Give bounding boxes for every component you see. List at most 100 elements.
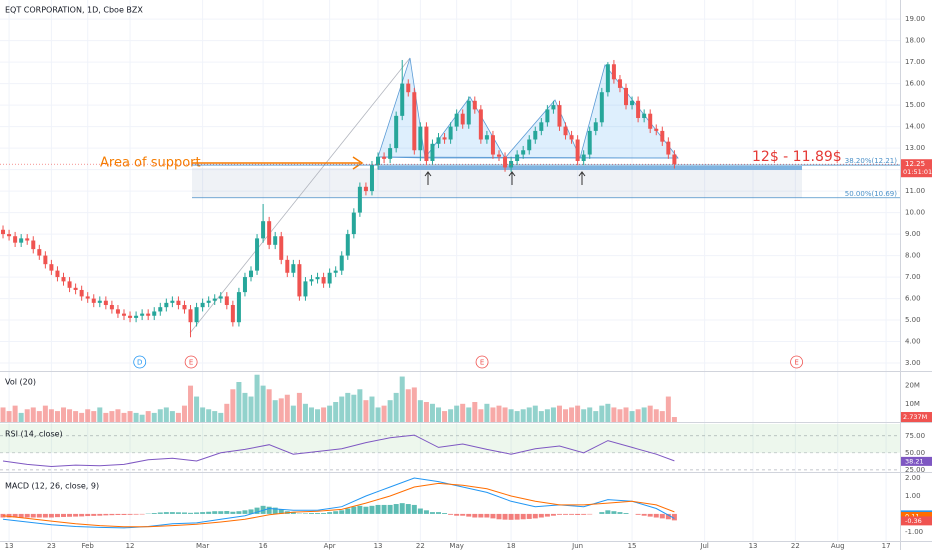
histogram-bar bbox=[484, 513, 490, 518]
volume-bar bbox=[460, 403, 466, 422]
x-tick-label: Jul bbox=[699, 542, 709, 550]
event-label: E bbox=[794, 359, 798, 367]
candle-body bbox=[478, 109, 483, 140]
candle-body bbox=[206, 300, 211, 303]
candle-body bbox=[297, 264, 302, 297]
histogram-bar bbox=[61, 513, 67, 517]
candle-body bbox=[85, 296, 90, 299]
volume-bar bbox=[302, 403, 308, 422]
candle-body bbox=[67, 281, 72, 288]
histogram-bar bbox=[556, 513, 562, 515]
event-label: E bbox=[480, 359, 484, 367]
histogram-bar bbox=[442, 513, 448, 514]
volume-bar bbox=[254, 374, 260, 422]
candle-body bbox=[43, 255, 48, 265]
candle-body bbox=[19, 238, 24, 243]
candle-body bbox=[115, 309, 120, 314]
histogram-bar bbox=[454, 513, 460, 516]
histogram-bar bbox=[611, 511, 617, 514]
volume-bar bbox=[345, 392, 351, 422]
pane-title: RSI (14, close) bbox=[5, 430, 63, 439]
candle-body bbox=[55, 270, 60, 278]
histogram-bar bbox=[302, 513, 308, 514]
histogram-bar bbox=[357, 505, 363, 514]
value-box bbox=[901, 516, 932, 526]
histogram-bar bbox=[230, 511, 236, 514]
candle-body bbox=[103, 300, 108, 306]
arrow-head bbox=[352, 156, 364, 170]
histogram-bar bbox=[351, 506, 357, 514]
candle-body bbox=[587, 130, 592, 155]
volume-bar bbox=[260, 385, 266, 422]
event-marker bbox=[790, 355, 803, 369]
candle-body bbox=[515, 154, 520, 161]
volume-bar bbox=[278, 398, 284, 422]
candle-body bbox=[134, 315, 139, 318]
value-label: 2.737M bbox=[903, 413, 927, 421]
candle-body bbox=[25, 238, 30, 241]
candle-body bbox=[460, 113, 465, 125]
candle-body bbox=[394, 115, 399, 149]
volume-bar bbox=[514, 411, 520, 422]
candle-body bbox=[170, 300, 175, 303]
volume-bar bbox=[218, 412, 224, 422]
volume-bar bbox=[665, 396, 671, 422]
candle-body bbox=[648, 113, 653, 129]
volume-bar bbox=[290, 405, 296, 422]
candle-body bbox=[593, 122, 598, 131]
histogram-bar bbox=[321, 513, 327, 514]
y-tick-label: 20M bbox=[905, 382, 920, 390]
volume-bar bbox=[520, 409, 526, 422]
volume-bar bbox=[381, 405, 387, 422]
histogram-bar bbox=[544, 513, 550, 517]
y-tick-label: 3.00 bbox=[905, 359, 921, 367]
histogram-bar bbox=[466, 513, 472, 517]
candle-body bbox=[351, 212, 356, 235]
x-tick-label: 15 bbox=[628, 542, 637, 550]
histogram-bar bbox=[508, 513, 514, 520]
candle-body bbox=[624, 87, 629, 106]
support-zone bbox=[192, 168, 802, 198]
histogram-bar bbox=[139, 513, 145, 515]
candle-body bbox=[660, 130, 665, 142]
pane-title: Vol (20) bbox=[5, 378, 36, 387]
volume-bar bbox=[175, 412, 181, 422]
value-label: 38.21 bbox=[905, 457, 924, 465]
histogram-bar bbox=[369, 505, 375, 514]
up-arrows bbox=[424, 171, 586, 185]
histogram-bar bbox=[73, 513, 79, 517]
histogram-bar bbox=[538, 513, 544, 518]
histogram-bar bbox=[520, 513, 526, 520]
volume-bar bbox=[369, 396, 375, 422]
volume-bar bbox=[423, 402, 429, 422]
histogram-bar bbox=[97, 513, 103, 516]
volume-bar bbox=[502, 407, 508, 422]
volume-bar bbox=[508, 409, 514, 422]
volume-bar bbox=[109, 411, 115, 422]
volume-bar bbox=[272, 400, 278, 422]
volume-bar bbox=[308, 407, 314, 422]
histogram-bar bbox=[472, 513, 478, 518]
volume-bar bbox=[387, 400, 393, 422]
volume-bar bbox=[575, 405, 581, 422]
histogram-bar bbox=[339, 510, 345, 514]
histogram-bar bbox=[514, 513, 520, 520]
histogram-bar bbox=[605, 510, 611, 514]
histogram-bar bbox=[42, 513, 48, 518]
volume-bar bbox=[145, 411, 151, 422]
candle-body bbox=[249, 270, 254, 278]
candle-body bbox=[539, 122, 544, 131]
volume-bar bbox=[48, 409, 54, 422]
candle-body bbox=[188, 309, 193, 323]
histogram-bar bbox=[502, 513, 508, 520]
x-tick-label: 13 bbox=[374, 542, 383, 550]
volume-bar bbox=[242, 392, 248, 422]
candle-body bbox=[230, 305, 235, 323]
volume-bar bbox=[157, 409, 163, 422]
histogram-bar bbox=[623, 513, 629, 514]
candle-body bbox=[418, 126, 423, 151]
y-tick-label: 50.00 bbox=[905, 449, 925, 457]
x-tick-label: 13 bbox=[5, 542, 14, 550]
y-tick-label: 14.00 bbox=[905, 123, 925, 131]
candle-body bbox=[382, 156, 387, 159]
